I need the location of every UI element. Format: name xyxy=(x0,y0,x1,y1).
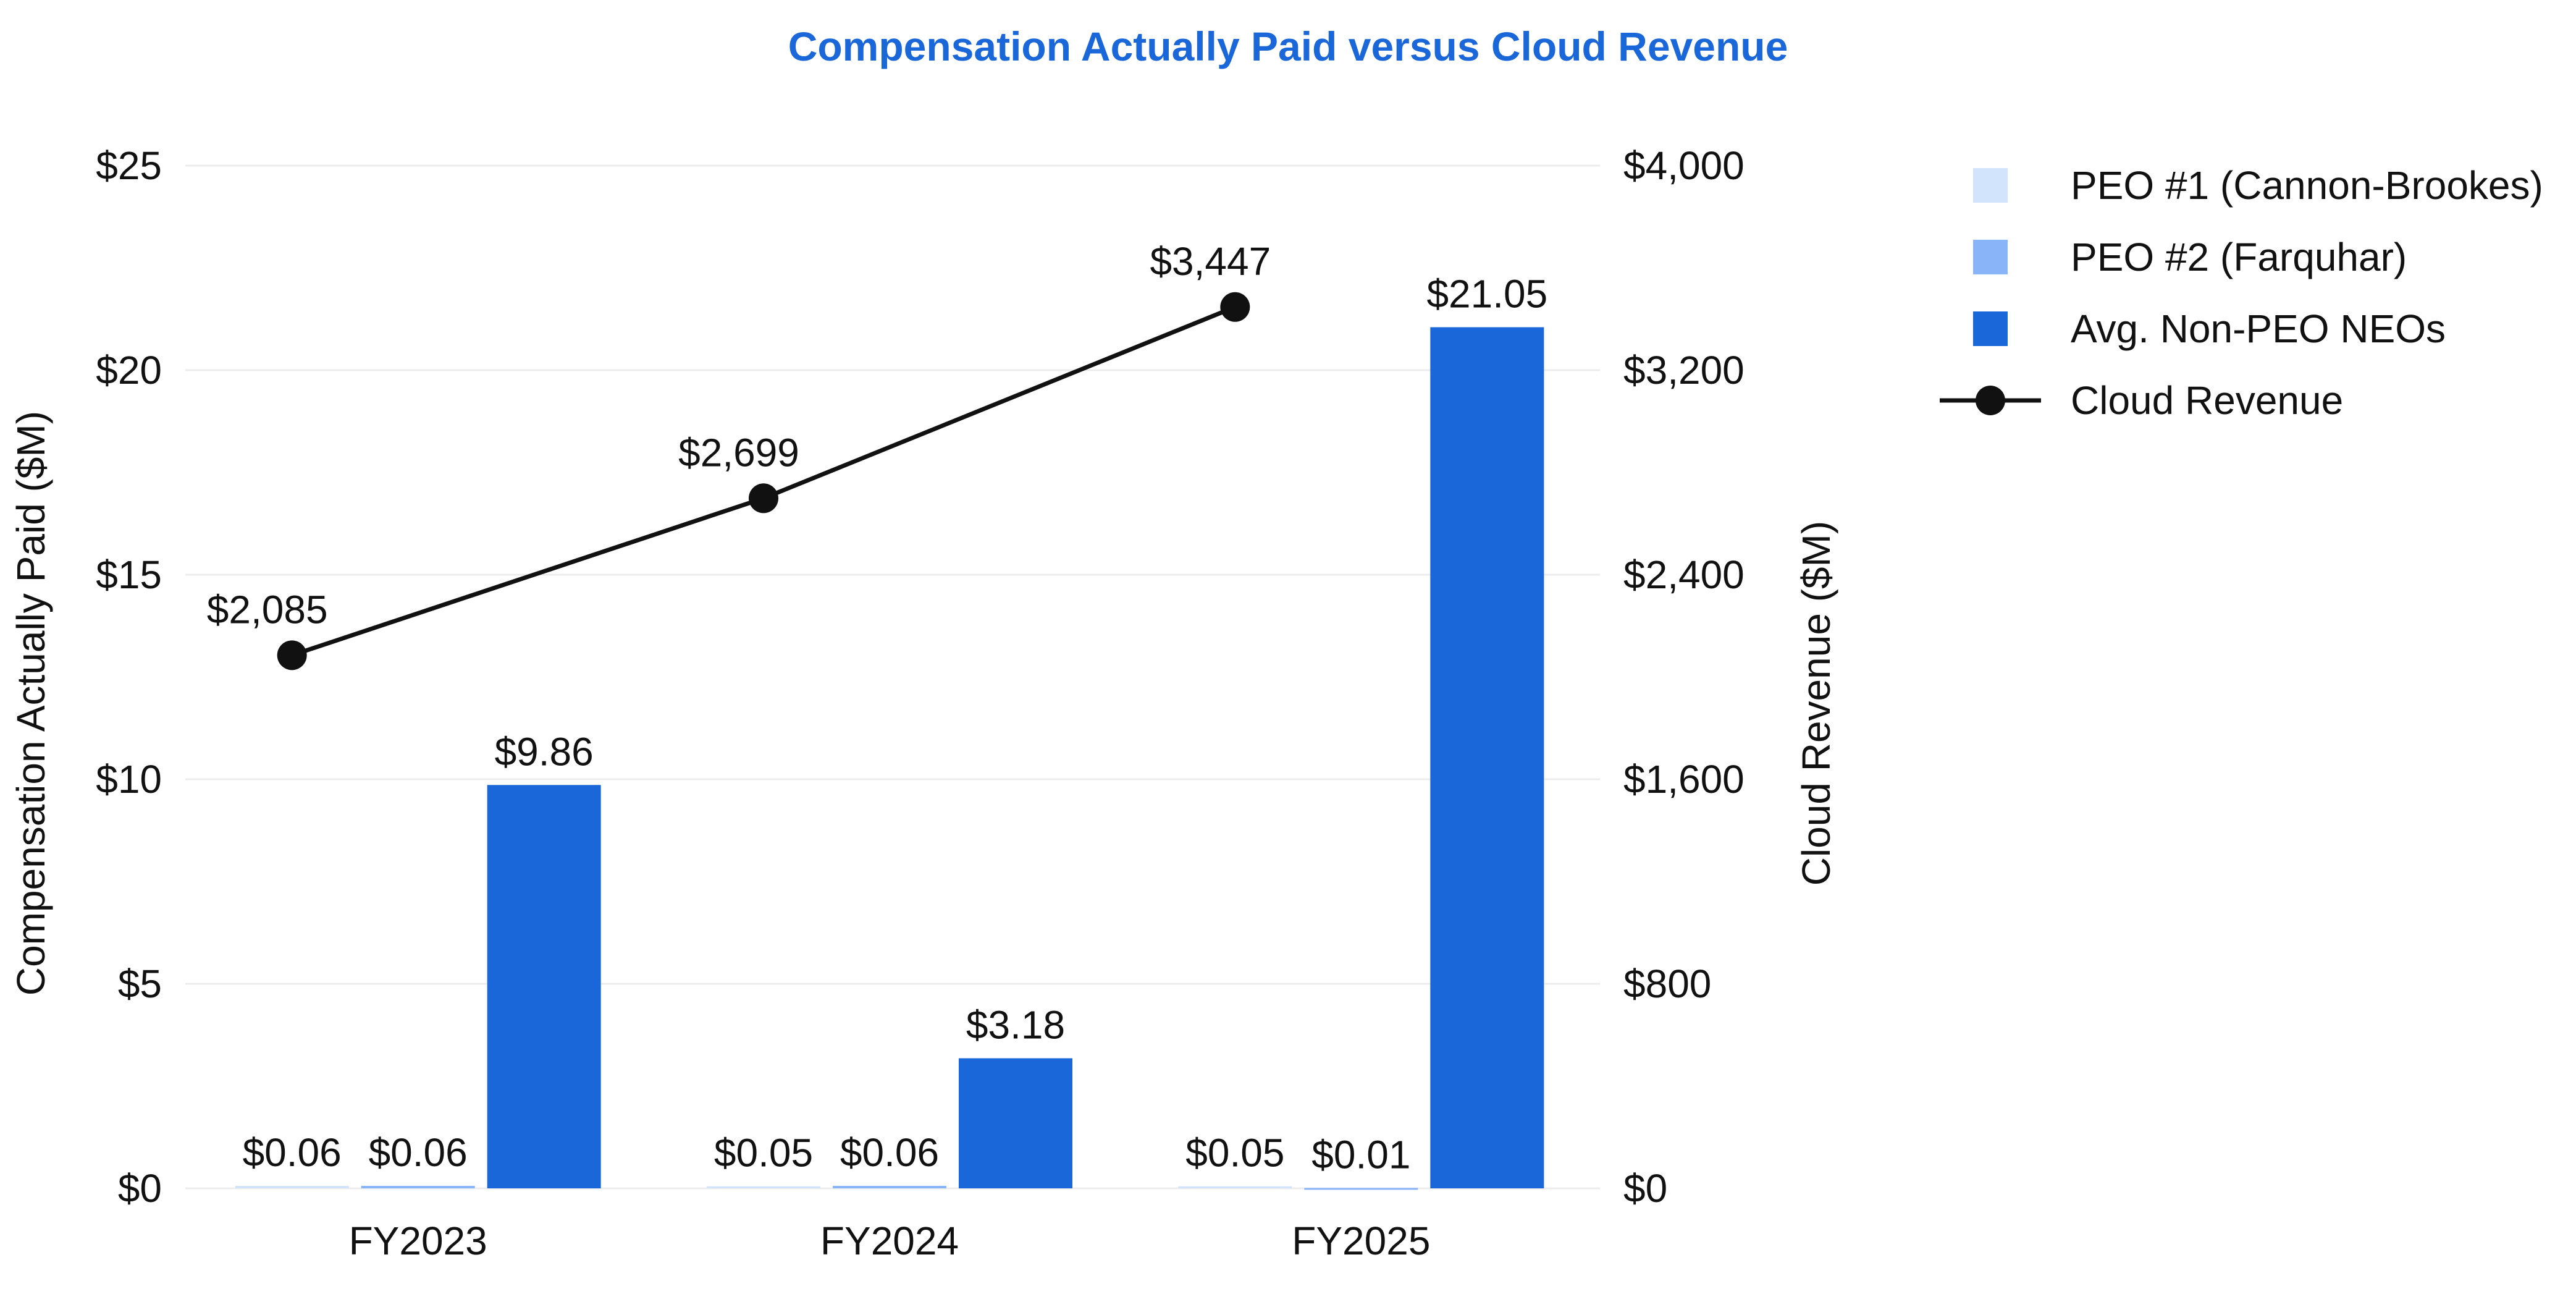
y2-tick-label: $800 xyxy=(1623,962,1711,1006)
y-tick-label: $5 xyxy=(118,962,162,1006)
legend-swatch xyxy=(1973,168,2008,203)
bar-data-label: $0.05 xyxy=(714,1131,813,1175)
bar-data-label: $0.06 xyxy=(369,1130,468,1175)
bar xyxy=(487,785,601,1188)
bar-layer: $0.06 $0.06 $9.86 $0.05 $0.06 $3.18 $0.05 $0.01… xyxy=(235,271,1547,1190)
legend-swatch xyxy=(1973,240,2008,274)
y2-tick-label: $4,000 xyxy=(1623,143,1745,188)
line-data-label: $3,447 xyxy=(1150,239,1271,284)
y-tick-label: $20 xyxy=(96,348,162,392)
bar-data-label: $0.01 xyxy=(1311,1132,1410,1177)
bar-data-label: $3.18 xyxy=(966,1002,1065,1047)
axis-layer: $0 $5 $10 $15 $20 $25 $0 $800 $1,600 $2,400 $3,200… xyxy=(96,143,1745,1263)
legend-label: Avg. Non-PEO NEOs xyxy=(2071,307,2446,351)
line-data-label: $2,085 xyxy=(207,587,328,632)
bar-data-label: $0.06 xyxy=(243,1130,342,1175)
y2-tick-label: $3,200 xyxy=(1623,348,1745,392)
chart-title: Compensation Actually Paid versus Cloud … xyxy=(788,23,1788,69)
bar xyxy=(833,1186,946,1188)
y-tick-label: $15 xyxy=(96,552,162,597)
y-tick-label: $10 xyxy=(96,757,162,802)
gridlines xyxy=(185,164,1600,1190)
cloud-revenue-point xyxy=(749,483,778,514)
y2-axis-title: Cloud Revenue ($M) xyxy=(1794,521,1838,886)
bar xyxy=(1304,1188,1418,1190)
bar xyxy=(1430,327,1544,1188)
cloud-revenue-point xyxy=(277,640,307,670)
y2-tick-label: $2,400 xyxy=(1623,552,1745,597)
bar-data-label: $21.05 xyxy=(1426,271,1547,316)
y-tick-label: $25 xyxy=(96,143,162,188)
bar-data-label: $0.05 xyxy=(1185,1131,1284,1175)
cloud-revenue-line xyxy=(291,305,1236,658)
bar xyxy=(1178,1186,1292,1188)
legend-label: Cloud Revenue xyxy=(2071,378,2343,423)
line-data-label: $2,699 xyxy=(678,430,799,475)
bar xyxy=(361,1186,475,1188)
x-tick-label: FY2023 xyxy=(349,1219,487,1263)
legend-swatch xyxy=(1973,311,2008,346)
bar xyxy=(959,1058,1072,1188)
legend-marker xyxy=(1976,386,2005,415)
legend: PEO #1 (Cannon-Brookes) PEO #2 (Farquhar)… xyxy=(1940,163,2543,423)
legend-label: PEO #2 (Farquhar) xyxy=(2071,235,2407,279)
bar xyxy=(707,1186,820,1188)
cloud-revenue-point xyxy=(1220,292,1250,322)
bar-data-label: $0.06 xyxy=(840,1130,939,1175)
y-tick-label: $0 xyxy=(118,1166,162,1211)
x-tick-label: FY2024 xyxy=(820,1219,959,1263)
x-tick-label: FY2025 xyxy=(1292,1219,1430,1263)
y2-tick-label: $0 xyxy=(1623,1166,1667,1211)
y-axis-title: Compensation Actually Paid ($M) xyxy=(9,411,53,996)
bar-data-label: $9.86 xyxy=(495,729,594,774)
line-layer: $2,085 $2,699 $3,447 xyxy=(207,239,1271,670)
bar xyxy=(235,1186,349,1188)
legend-label: PEO #1 (Cannon-Brookes) xyxy=(2071,163,2543,208)
y2-tick-label: $1,600 xyxy=(1623,757,1745,802)
